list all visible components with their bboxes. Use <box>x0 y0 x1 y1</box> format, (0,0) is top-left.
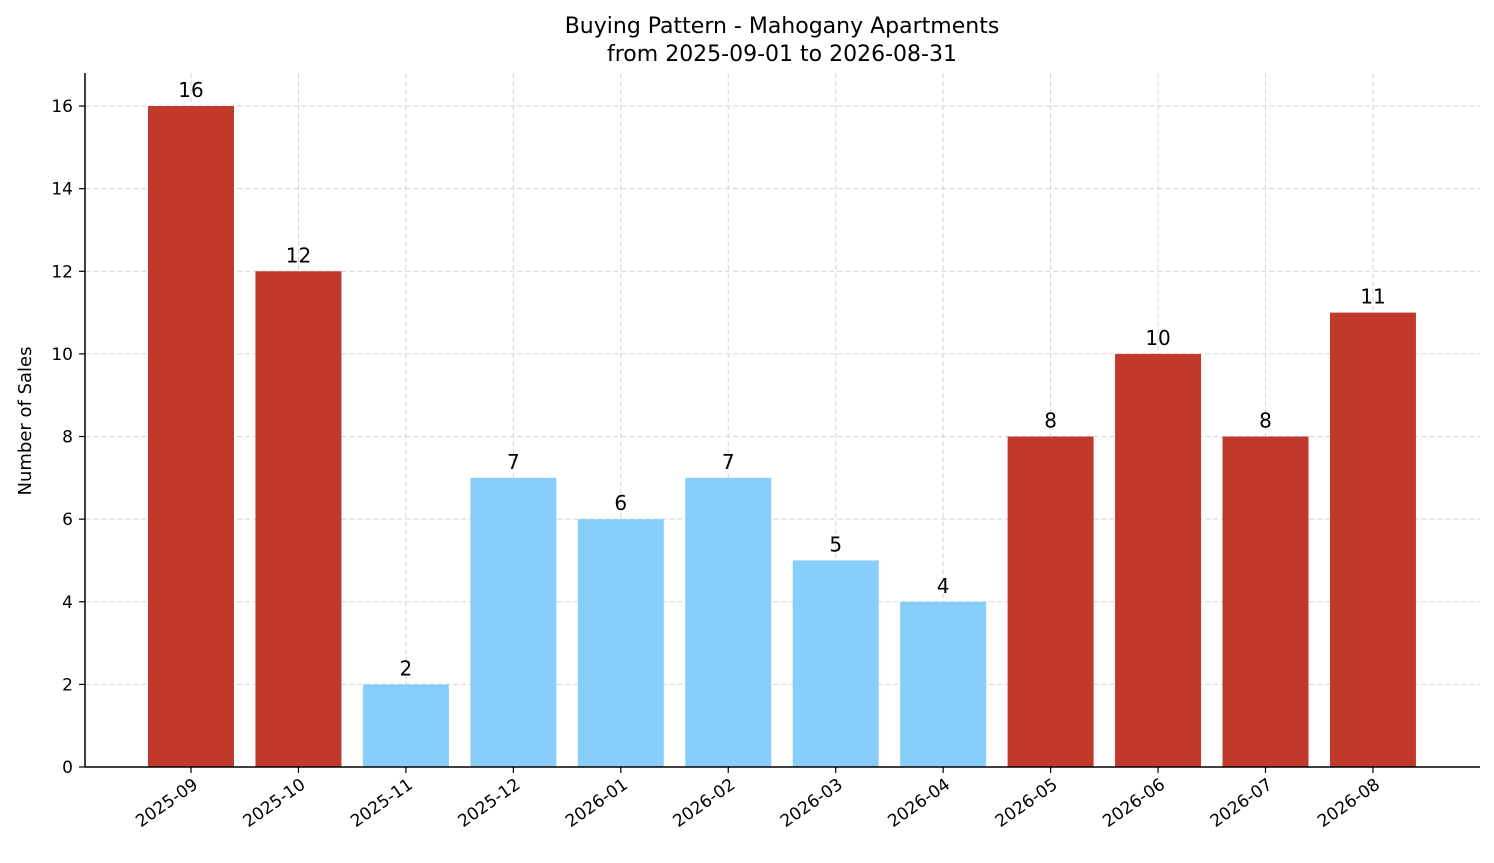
bar <box>1222 436 1309 767</box>
bar <box>1115 353 1202 767</box>
x-tick-label: 2026-03 <box>777 775 847 832</box>
bar-value-label: 8 <box>1044 409 1057 433</box>
bar-value-label: 6 <box>614 491 627 515</box>
chart-subtitle: from 2025-09-01 to 2026-08-31 <box>607 42 957 67</box>
bar-value-label: 8 <box>1259 409 1272 433</box>
x-tick-label: 2026-06 <box>1099 775 1169 832</box>
bar <box>362 684 449 767</box>
bar <box>685 477 772 767</box>
chart-title: Buying Pattern - Mahogany Apartments <box>565 14 1000 39</box>
x-tick-label: 2025-09 <box>132 775 202 832</box>
y-tick-label: 0 <box>62 758 73 778</box>
y-axis-ticks: 0 2 4 6 8 10 12 14 16 <box>51 97 85 778</box>
x-axis-ticks: 2025-09 2025-10 2025-11 2025-12 2026-01 2026-… <box>132 767 1384 832</box>
bar-value-labels: 16 12 2 7 6 7 5 4 8 10 8 11 <box>178 78 1385 680</box>
x-tick-label: 2026-05 <box>992 775 1062 832</box>
bar-value-label: 5 <box>829 532 842 556</box>
bar-value-label: 16 <box>178 78 203 102</box>
x-tick-label: 2025-12 <box>455 775 525 832</box>
bar <box>1007 436 1094 767</box>
y-tick-label: 2 <box>62 675 73 695</box>
y-tick-label: 16 <box>51 97 73 117</box>
y-axis-label: Number of Sales <box>15 346 36 495</box>
bar <box>577 519 664 767</box>
bar <box>900 601 987 767</box>
bar-value-label: 11 <box>1360 285 1385 309</box>
x-tick-label: 2026-01 <box>562 775 632 832</box>
bar <box>255 271 342 767</box>
x-tick-label: 2025-11 <box>347 775 417 832</box>
x-tick-label: 2026-04 <box>884 775 954 832</box>
y-tick-label: 4 <box>62 593 73 613</box>
y-tick-label: 10 <box>51 345 73 365</box>
bars <box>148 106 1416 768</box>
bar-value-label: 10 <box>1145 326 1170 350</box>
y-tick-label: 8 <box>62 428 73 448</box>
bar <box>148 106 234 768</box>
bar <box>1329 312 1416 767</box>
bar-value-label: 7 <box>722 450 735 474</box>
bar-value-label: 12 <box>286 243 311 267</box>
x-tick-label: 2025-10 <box>240 775 310 832</box>
y-tick-label: 12 <box>51 262 73 282</box>
x-tick-label: 2026-07 <box>1207 775 1277 832</box>
y-tick-label: 6 <box>62 510 73 530</box>
y-tick-label: 14 <box>51 180 73 200</box>
x-tick-label: 2026-08 <box>1314 775 1384 832</box>
x-tick-label: 2026-02 <box>669 775 739 832</box>
bar-value-label: 4 <box>937 574 950 598</box>
bar <box>792 560 879 767</box>
bar-value-label: 2 <box>400 656 413 680</box>
bar <box>470 477 557 767</box>
bar-value-label: 7 <box>507 450 520 474</box>
